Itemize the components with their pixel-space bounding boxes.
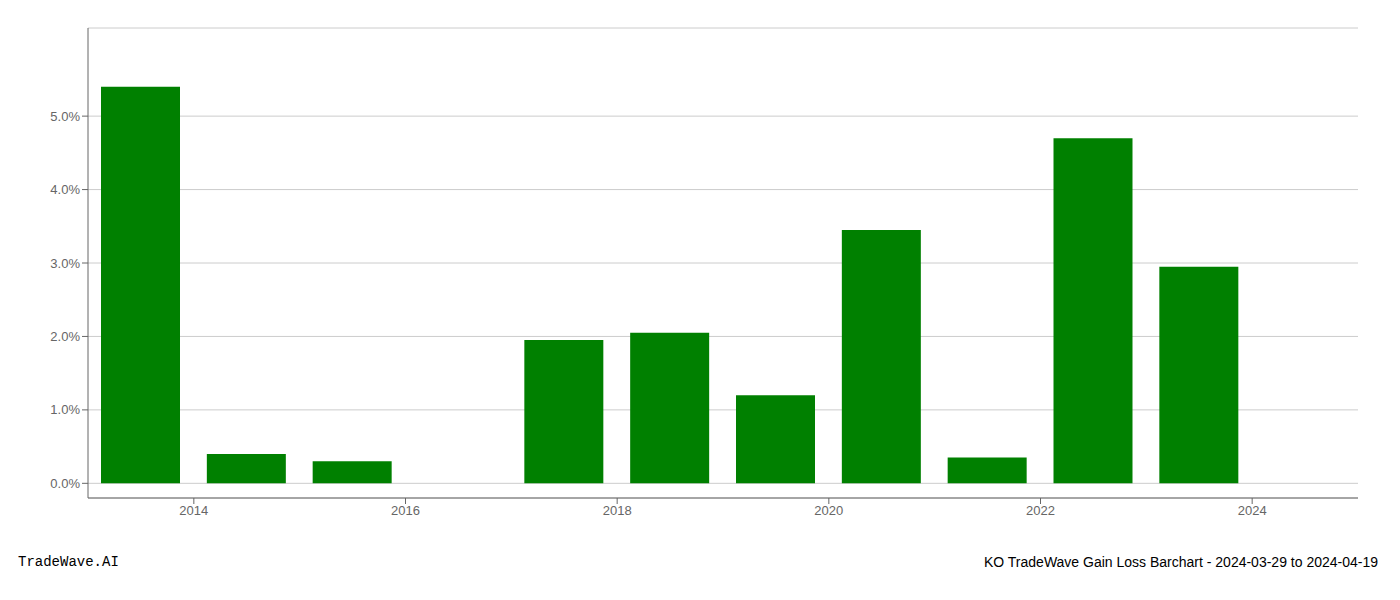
svg-text:4.0%: 4.0% [50,182,80,197]
html-text:KO TradeWave Gain Loss Barchar: KO TradeWave Gain Loss Barchart - 2024-0… [984,554,1378,570]
svg-text:3.0%: 3.0% [50,256,80,271]
svg-text:2.0%: 2.0% [50,329,80,344]
svg-text:2022: 2022 [1026,503,1055,518]
svg-text:2024: 2024 [1238,503,1267,518]
svg-text:2014: 2014 [179,503,208,518]
svg-text:2018: 2018 [603,503,632,518]
html-text:TradeWave.AI: TradeWave.AI [18,554,119,570]
svg-text:0.0%: 0.0% [50,476,80,491]
svg-text:5.0%: 5.0% [50,109,80,124]
svg-text:1.0%: 1.0% [50,402,80,417]
svg-text:2020: 2020 [814,503,843,518]
svg-text:2016: 2016 [391,503,420,518]
